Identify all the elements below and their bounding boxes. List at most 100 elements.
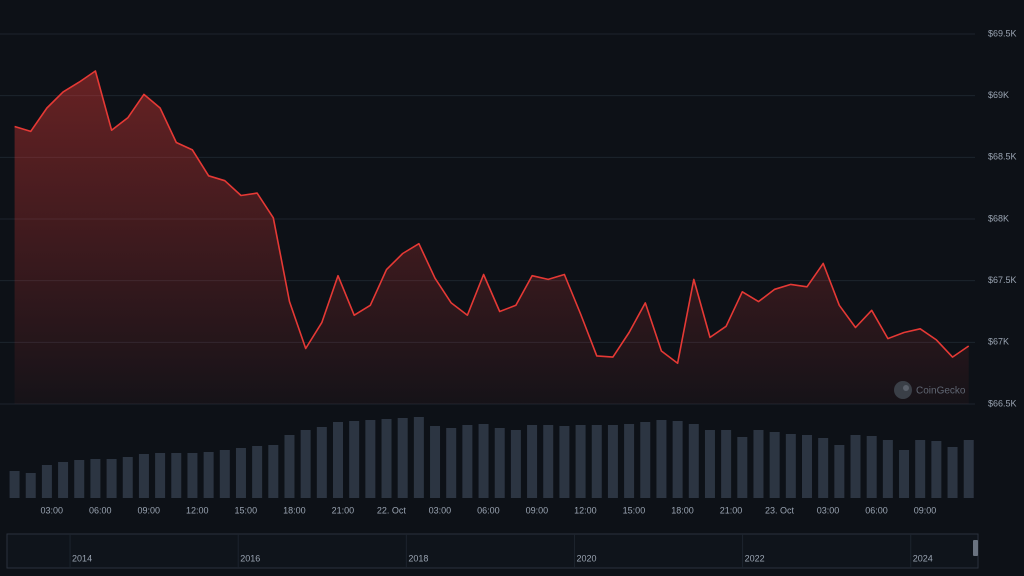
volume-bar [300,430,311,498]
volume-bar [138,454,149,498]
volume-bar [235,448,246,498]
y-tick-label: $68.5K [988,152,1017,162]
volume-bar [187,453,198,498]
volume-bar [397,418,408,498]
volume-bar [381,419,392,498]
volume-bar [882,440,893,498]
watermark-logo [894,381,912,399]
navigator-axis: 2014 2016 2018 2020 2022 2024 [69,534,933,568]
price-area [14,71,969,404]
x-tick-label: 18:00 [671,505,694,515]
y-tick-label: $68K [988,213,1009,223]
navigator-tick-label: 2016 [240,553,260,563]
x-tick-label: 21:00 [720,505,743,515]
volume-bar [122,457,133,498]
volume-bar [769,432,780,498]
volume-bar [721,430,732,498]
volume-bar [155,453,166,498]
x-tick-label: 06:00 [477,505,500,515]
navigator-tick-label: 2018 [408,553,428,563]
volume-bar [931,441,942,498]
volume-bar [656,420,667,498]
navigator-tick-label: 2022 [745,553,765,563]
volume-bar [899,450,910,498]
navigator-tick-label: 2024 [913,553,933,563]
y-tick-label: $67K [988,337,1009,347]
plot [9,70,974,498]
volume-bar [252,446,263,498]
watermark-text: CoinGecko [916,386,966,397]
x-tick-label: 23. Oct [765,505,795,515]
volume-bar [219,450,230,498]
volume-bar [90,459,101,498]
x-tick-label: 18:00 [283,505,306,515]
volume-bar [284,435,295,498]
x-tick-label: 15:00 [235,505,258,515]
volume-bar [607,425,618,498]
volume-bar [430,426,441,498]
x-tick-label: 03:00 [40,505,63,515]
volume-bar [963,440,974,498]
x-tick-label: 22. Oct [377,505,407,515]
volume-bar [834,445,845,498]
volume-bar [106,459,117,498]
volume-bar [349,421,360,498]
volume-bar [672,421,683,498]
volume-bar [478,424,489,498]
volume-bar [947,447,958,498]
volume-bar [316,427,327,498]
navigator-tick-label: 2020 [576,553,596,563]
volume-bar [446,428,457,498]
volume-bar [268,445,279,498]
volume-bar [688,424,699,498]
x-tick-label: 03:00 [817,505,840,515]
x-tick-label: 09:00 [138,505,161,515]
x-tick-label: 09:00 [914,505,937,515]
x-tick-label: 06:00 [865,505,888,515]
x-tick-label: 06:00 [89,505,112,515]
volume-bar [624,424,635,498]
volume-bar [527,425,538,498]
volume-bar [74,460,85,498]
volume-bar [203,452,214,498]
price-line [14,70,970,365]
volume-bar [640,422,651,498]
x-tick-label: 21:00 [332,505,355,515]
navigator[interactable] [6,533,979,569]
volume-bar [704,430,715,498]
navigator-handle[interactable] [973,540,978,556]
x-tick-label: 12:00 [186,505,209,515]
volume-bar [850,435,861,498]
volume-bar [818,438,829,498]
volume-bar [785,434,796,498]
volume-bar [494,428,505,498]
y-tick-label: $67.5K [988,275,1017,285]
y-tick-label: $66.5K [988,398,1017,408]
volume-bar [25,473,36,498]
volume-bar [801,435,812,498]
volume-bar [753,430,764,498]
volume-bar [866,436,877,498]
watermark: CoinGecko [894,381,966,399]
volume-bar [510,430,521,498]
navigator-tick-label: 2014 [72,553,92,563]
x-tick-label: 15:00 [623,505,646,515]
volume-bar [365,420,376,498]
volume-bar [333,422,343,498]
watermark-logo-eye [903,385,909,391]
volume-bar [559,426,570,498]
volume-bar [591,425,602,498]
x-tick-label: 12:00 [574,505,597,515]
volume-bar [9,471,20,498]
volume-bar [413,417,424,498]
volume-bar [737,437,748,498]
volume-bar [915,440,926,498]
volume-bar [462,425,473,498]
y-tick-label: $69K [988,90,1009,100]
volume-bar [58,462,69,498]
volume-bar [575,425,586,498]
x-tick-label: 03:00 [429,505,452,515]
volume-bar [171,453,182,498]
